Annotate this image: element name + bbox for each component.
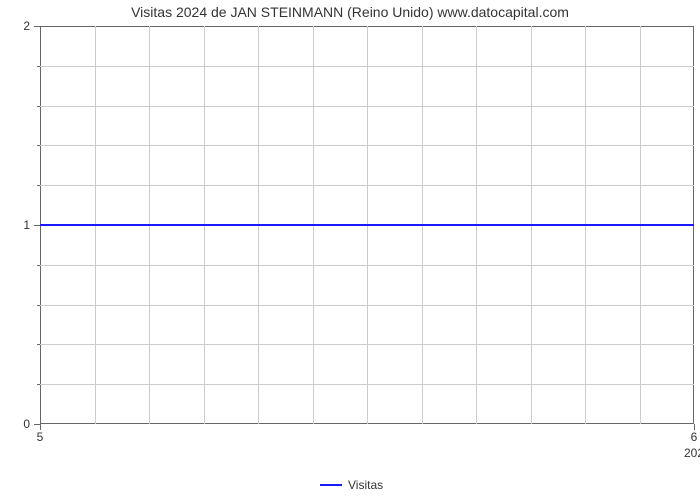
x-axis-label: 5 bbox=[37, 430, 44, 444]
y-tick-minor bbox=[37, 145, 40, 146]
y-tick-minor bbox=[37, 305, 40, 306]
x-axis-label: 6 bbox=[691, 430, 698, 444]
y-tick-minor bbox=[37, 106, 40, 107]
plot-area bbox=[40, 26, 694, 424]
legend-swatch bbox=[320, 484, 342, 486]
y-tick-major bbox=[34, 26, 40, 27]
legend-label: Visitas bbox=[348, 478, 383, 492]
chart-container: Visitas 2024 de JAN STEINMANN (Reino Uni… bbox=[0, 0, 700, 500]
y-axis-label: 0 bbox=[16, 417, 30, 431]
y-axis-label: 1 bbox=[16, 218, 30, 232]
y-axis-label: 2 bbox=[16, 19, 30, 33]
legend: Visitas bbox=[320, 478, 383, 492]
series-line bbox=[40, 224, 694, 226]
y-tick-minor bbox=[37, 265, 40, 266]
x-axis-label-secondary: 202 bbox=[684, 446, 700, 460]
y-tick-minor bbox=[37, 384, 40, 385]
y-tick-minor bbox=[37, 66, 40, 67]
y-tick-major bbox=[34, 225, 40, 226]
y-tick-minor bbox=[37, 185, 40, 186]
y-tick-minor bbox=[37, 344, 40, 345]
chart-title: Visitas 2024 de JAN STEINMANN (Reino Uni… bbox=[0, 4, 700, 20]
